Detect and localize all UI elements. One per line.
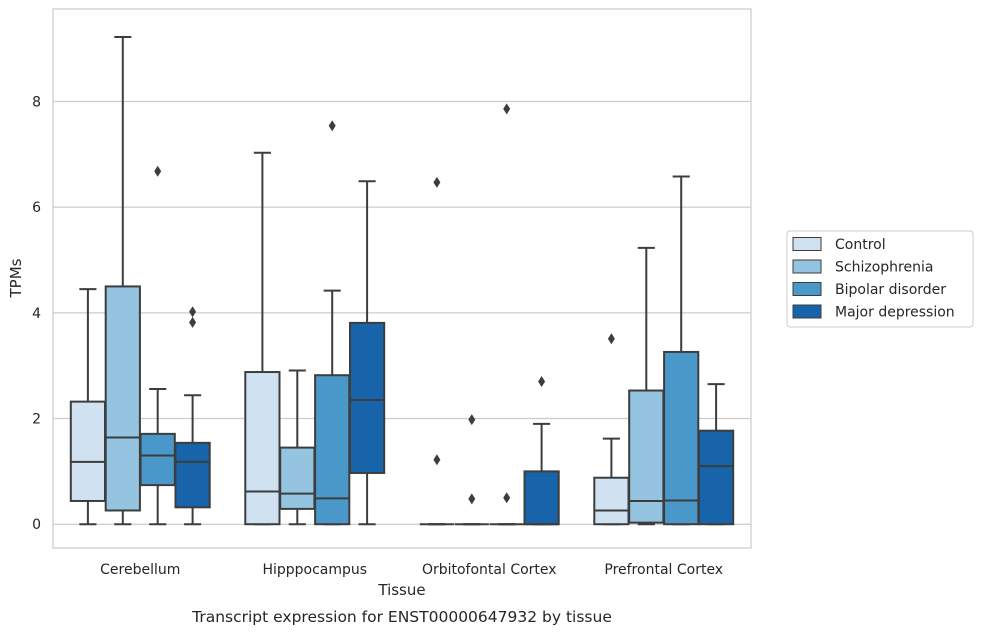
box-2-1 (244, 151, 281, 526)
y-tick-label: 0 (32, 517, 41, 533)
x-tick-label: Orbitofontal Cortex (422, 562, 557, 578)
outlier-point (189, 306, 197, 318)
y-axis-label: TPMs (7, 258, 25, 298)
box-1-4 (174, 306, 211, 526)
iqr-box (69, 400, 107, 502)
box-4-2 (628, 246, 665, 526)
legend-frame (786, 230, 974, 328)
outlier-point (189, 316, 197, 328)
x-tick-labels: Cerebellum Hipppocampus Orbitofontal Corte… (100, 562, 723, 578)
legend-swatch (792, 237, 822, 251)
x-tick-label: Hipppocampus (262, 562, 367, 578)
iqr-box (348, 321, 386, 474)
outlier-point (468, 414, 476, 426)
iqr-box (244, 371, 281, 526)
legend-label: Control (835, 237, 886, 253)
x-tick-label: Prefrontal Cortex (604, 562, 723, 578)
plot-frame (52, 8, 752, 549)
outlier-point (503, 103, 511, 115)
box-2-3 (314, 120, 351, 526)
legend-swatch (792, 304, 822, 319)
outlier-point (328, 120, 336, 132)
box-1-2 (104, 36, 141, 526)
iqr-box (523, 470, 560, 526)
chart-caption: Transcript expression for ENST0000064793… (191, 608, 612, 626)
iqr-box (593, 476, 630, 526)
box-2-2 (279, 369, 316, 526)
box-4-4 (697, 383, 735, 526)
box-1-1 (69, 288, 107, 526)
box-4-1 (593, 333, 630, 526)
box-1-3 (139, 165, 176, 526)
legend-item-2: Schizophrenia (792, 259, 933, 276)
iqr-box (174, 441, 211, 509)
box-3-1 (419, 176, 455, 526)
legend-swatch (792, 282, 822, 296)
box-3-2 (454, 414, 489, 526)
legend-item-4: Major depression (792, 304, 955, 321)
legend: Control Schizophrenia Bipolar disorder Majo… (786, 230, 974, 328)
x-tick-label: Cerebellum (100, 562, 180, 578)
outlier-point (607, 333, 615, 345)
y-tick-label: 8 (32, 94, 41, 110)
iqr-box (628, 389, 665, 524)
outlier-point (433, 176, 441, 188)
legend-label: Bipolar disorder (835, 282, 946, 298)
legend-item-3: Bipolar disorder (792, 282, 946, 298)
outlier-point (538, 376, 546, 388)
outlier-point (433, 454, 441, 466)
legend-item-1: Control (792, 237, 886, 253)
y-tick-label: 6 (32, 200, 41, 216)
iqr-box (279, 446, 316, 510)
iqr-box (104, 285, 141, 512)
outlier-point (503, 492, 511, 504)
x-axis-label: Tissue (377, 581, 425, 599)
iqr-box (139, 432, 176, 487)
iqr-box (314, 374, 351, 526)
box-groups (69, 36, 735, 526)
legend-swatch (792, 259, 822, 274)
box-4-3 (663, 175, 700, 526)
legend-label: Schizophrenia (835, 260, 933, 276)
box-3-3 (489, 103, 524, 526)
legend-label: Major depression (835, 305, 955, 321)
box-2-4 (348, 180, 386, 526)
outlier-point (468, 493, 476, 505)
iqr-box (697, 429, 735, 526)
y-tick-label: 4 (32, 306, 41, 322)
y-tick-label: 2 (32, 412, 41, 428)
outlier-point (154, 165, 162, 177)
iqr-box (663, 350, 700, 526)
box-3-4 (523, 376, 560, 526)
y-tick-labels: 0 2 4 6 8 (32, 94, 41, 533)
